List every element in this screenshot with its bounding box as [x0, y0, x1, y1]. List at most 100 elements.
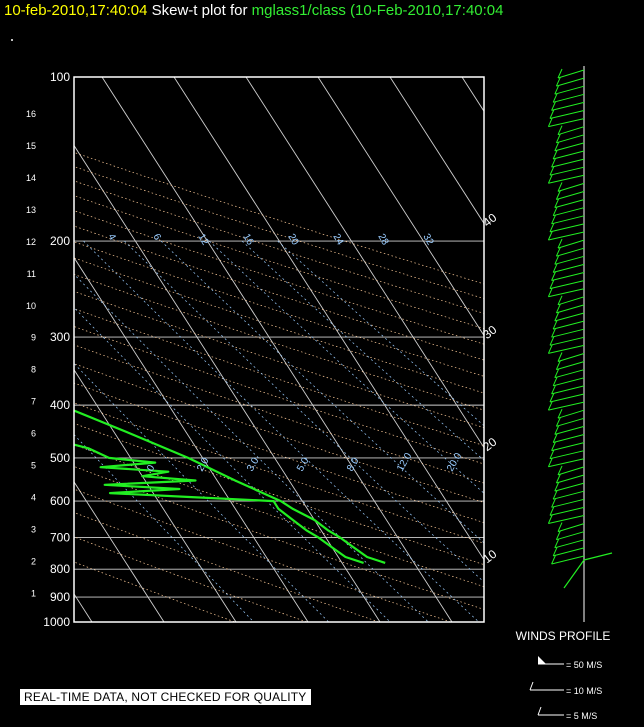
- mixing-ratio-label: 20.0: [445, 451, 464, 474]
- dry-adiabat: [74, 512, 380, 622]
- wind-barb: [555, 246, 561, 257]
- wind-barb: [554, 255, 560, 265]
- wind-barb: [556, 134, 585, 144]
- wind-barb: [553, 207, 585, 217]
- wind-barb: [556, 77, 585, 87]
- isotherm-line: [101, 77, 453, 622]
- pressure-tick-label: 600: [50, 494, 70, 508]
- pressure-tick-label: 800: [50, 562, 70, 576]
- wind-barb: [548, 174, 585, 184]
- wind-barb: [555, 303, 561, 314]
- wind-barb: [553, 434, 585, 443]
- wind-barb: [547, 117, 553, 127]
- wind-barb: [547, 287, 553, 297]
- wind-barb: [551, 271, 557, 281]
- wind-barb: [554, 255, 585, 265]
- wind-barb: [551, 101, 557, 111]
- isotherm-line: [74, 256, 309, 622]
- wind-barb: [553, 547, 585, 557]
- wind-barb: [552, 489, 558, 500]
- winds-profile-title: WINDS PROFILE: [516, 629, 611, 643]
- plot-frame: [73, 76, 485, 623]
- wind-barb: [549, 393, 585, 403]
- mixing-ratio-line: [74, 362, 329, 622]
- wind-barb: [549, 109, 555, 119]
- wind-barb: [557, 182, 563, 192]
- mixing-ratio-label: 32: [420, 232, 435, 248]
- wind-barb: [557, 352, 563, 362]
- wind-barb: [551, 554, 557, 565]
- mixing-ratio-line: [74, 273, 429, 622]
- height-tick-label: 13: [26, 205, 36, 215]
- height-tick-label: 15: [26, 141, 36, 151]
- wind-barb: [557, 466, 585, 476]
- wind-barb: [553, 150, 585, 160]
- height-tick-label: 6: [31, 429, 36, 439]
- wind-barb: [555, 417, 561, 427]
- wind-barb: [549, 506, 585, 516]
- wind-barb: [554, 312, 585, 322]
- wind-barb: [556, 304, 585, 314]
- wind-legend-flag: [537, 706, 542, 716]
- mixing-ratio-line: [74, 434, 255, 622]
- wind-barb: [551, 498, 585, 508]
- dry-adiabat: [74, 561, 236, 622]
- wind-barb: [548, 515, 585, 524]
- wind-barb: [557, 125, 563, 135]
- wind-barb: [554, 141, 560, 152]
- wind-barb: [554, 539, 585, 549]
- wind-barb: [554, 481, 560, 492]
- wind-barb: [555, 473, 561, 484]
- wind-barb: [554, 142, 585, 152]
- wind-barb: [583, 552, 613, 561]
- wind-barb: [554, 198, 560, 208]
- pressure-tick-label: 900: [50, 590, 70, 604]
- title-plot-type: Skew-t plot for: [151, 2, 248, 19]
- height-tick-label: 8: [31, 365, 36, 375]
- wind-barb: [554, 368, 560, 378]
- temperature-profile: [74, 409, 386, 564]
- pressure-tick-label: 100: [50, 70, 70, 84]
- wind-barb: [556, 531, 585, 541]
- dry-adiabat: [74, 241, 484, 377]
- wind-barb: [557, 408, 563, 419]
- dry-adiabat: [74, 536, 308, 622]
- wind-barb: [549, 336, 585, 346]
- pressure-tick-label: 500: [50, 451, 70, 465]
- wind-barb: [547, 344, 553, 354]
- wind-barb: [552, 149, 558, 160]
- height-tick-label: 1: [31, 589, 36, 599]
- pressure-tick-label: 1000: [43, 615, 70, 629]
- wind-barb: [553, 377, 585, 387]
- wind-barb: [554, 538, 560, 549]
- wind-barb: [548, 344, 585, 354]
- wind-barb: [549, 223, 585, 233]
- height-tick-label: 11: [27, 269, 36, 279]
- height-tick-label: 7: [31, 397, 36, 407]
- mixing-ratio-label: 24: [330, 232, 345, 248]
- wind-barb: [553, 320, 585, 330]
- wind-barb: [556, 191, 585, 200]
- height-tick-label: 12: [26, 237, 36, 247]
- wind-barb: [553, 490, 585, 500]
- wind-barb: [551, 385, 585, 395]
- wind-barb: [551, 498, 557, 508]
- mixing-ratio-label: 4: [105, 232, 118, 243]
- isotherm-line: [74, 144, 381, 622]
- temperature-tick-label-right: 30: [480, 322, 499, 341]
- wind-barb: [551, 215, 585, 225]
- wind-barb: [557, 465, 563, 476]
- wind-barb: [557, 69, 585, 79]
- wind-legend-flag: [529, 681, 534, 691]
- temperature-tick-label-right: 40: [480, 210, 499, 229]
- wind-barb: [554, 311, 560, 322]
- wind-barb: [549, 506, 555, 516]
- isotherm-line: [74, 481, 165, 622]
- wind-legend-label: = 10 M/S: [566, 686, 602, 696]
- wind-barb: [548, 118, 585, 128]
- wind-barb: [555, 360, 561, 370]
- dewpoint-profile: [74, 443, 364, 564]
- height-tick-label: 5: [31, 461, 36, 471]
- wind-barb: [554, 482, 585, 492]
